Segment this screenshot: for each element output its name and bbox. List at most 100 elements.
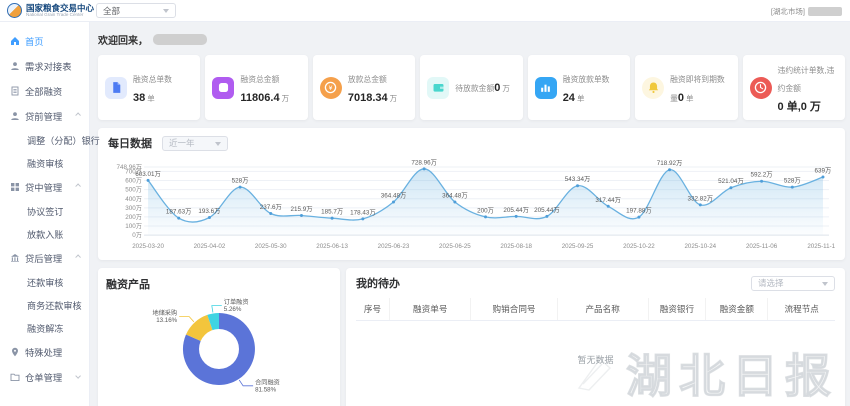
stat-card-6: 违约统计单数,违约金额 0 单,0 万 [742,55,845,121]
sidebar-subitem-label: 还款审核 [27,277,64,288]
stat-card-3: 待放款金额0 万 [420,55,523,121]
stat-value: 11806.4 万 [240,91,290,104]
stat-unit: 单 [147,93,155,103]
range-select-value: 近一年 [169,138,195,149]
sidebar-subitem-5-0[interactable]: 还款审核 [0,270,89,293]
welcome-row: 欢迎回来， [98,32,845,47]
todo-card-header: 我的待办 请选择 [356,275,835,291]
svg-text:748.96万: 748.96万 [117,163,143,171]
svg-text:187.63万: 187.63万 [166,208,192,216]
sidebar-item-label: 首页 [25,36,44,47]
stat-label: 放款总金额 [347,75,387,85]
sidebar-subitem-3-0[interactable]: 调整（分配）银行 [0,128,100,151]
stat-unit: 万 [281,93,290,103]
sidebar-item-6[interactable]: 特殊处理 [0,339,89,364]
sidebar-item-label: 特殊处理 [25,347,63,358]
svg-text:2025-10-22: 2025-10-22 [623,243,655,250]
svg-text:603.01万: 603.01万 [135,170,161,178]
money-icon: ¥ [212,76,235,99]
document-icon [10,86,20,96]
user-area: [湖北市场] [771,6,842,17]
user-name-redacted [808,7,842,16]
stat-label: 融资总金额 [240,75,280,85]
svg-text:332.82万: 332.82万 [688,195,714,203]
stat-label: 待放款金额 [455,84,495,94]
svg-text:2025-05-30: 2025-05-30 [255,243,287,250]
svg-text:2025-09-25: 2025-09-25 [562,243,594,250]
stat-value: 7018.34 万 [347,91,398,104]
stat-label: 融资放款单数 [562,75,610,85]
svg-text:600万: 600万 [125,177,142,185]
svg-text:592.2万: 592.2万 [751,171,773,179]
market-select-value: 全部 [103,5,121,16]
sidebar-item-label: 全部融资 [25,86,63,97]
sidebar-item-2[interactable]: 全部融资 [0,78,89,103]
svg-text:81.58%: 81.58% [255,386,276,393]
chevron-down-icon [163,9,169,16]
todo-column-2: 购销合同号 [470,298,558,322]
clock-icon [749,76,772,99]
range-select[interactable]: 近一年 [162,135,228,151]
user-icon [10,61,20,71]
svg-text:193.6万: 193.6万 [198,207,220,215]
svg-text:528万: 528万 [232,177,249,185]
stat-label: 融资总单数 [133,75,172,85]
sidebar-subitem-3-1[interactable]: 融资审核 [0,151,89,174]
svg-text:728.96万: 728.96万 [411,158,437,166]
svg-text:100万: 100万 [125,222,142,230]
svg-text:205.44万: 205.44万 [503,206,529,214]
svg-text:5.26%: 5.26% [224,306,242,313]
sidebar-item-7[interactable]: 仓单管理 [0,364,89,389]
sidebar-subitem-5-2[interactable]: 融资解冻 [0,316,89,339]
svg-text:205.44万: 205.44万 [534,206,560,214]
chevron-up-icon [74,183,81,190]
sidebar-item-label: 贷后管理 [25,253,63,264]
sidebar-item-3[interactable]: 贷前管理 [0,103,89,128]
sidebar-item-1[interactable]: 需求对接表 [0,53,89,78]
sidebar-subitem-label: 协议签订 [27,206,64,217]
sidebar-item-label: 需求对接表 [25,61,72,72]
sidebar-item-5[interactable]: 贷后管理 [0,245,89,270]
stat-label: 融资即将到期数量 [670,75,725,103]
todo-column-3: 产品名称 [557,298,649,322]
daily-card-title: 每日数据 [108,138,152,151]
sidebar-item-4[interactable]: 贷中管理 [0,174,89,199]
todo-filter-select[interactable]: 请选择 [751,275,835,291]
sidebar-item-0[interactable]: 首页 [0,28,89,53]
market-select[interactable]: 全部 [96,3,176,18]
svg-text:2025-04-02: 2025-04-02 [194,243,226,250]
svg-text:178.43万: 178.43万 [350,209,376,217]
chevron-down-icon [74,373,81,380]
region-label: [湖北市场] [770,7,805,16]
stat-unit: 万 [502,84,510,94]
svg-text:185.7万: 185.7万 [321,208,343,216]
svg-text:2025-11-18: 2025-11-18 [807,243,835,250]
sidebar-subitem-5-1[interactable]: 商务还款审核 [0,293,89,316]
main-content: 欢迎回来， 融资总单数 38 单 ¥ 融资总金额 11806.4 万 ¥ 放款总金额 7018.3… [90,22,850,406]
top-bar: 国家粮食交易中心 National Grain Trade Center 全部 … [0,0,850,22]
svg-text:订单融资: 订单融资 [224,298,249,306]
svg-text:364.48万: 364.48万 [442,192,468,200]
svg-text:2025-06-23: 2025-06-23 [378,243,410,250]
wallet-icon [427,76,450,99]
stat-value: 24 单 [562,91,585,104]
svg-text:500万: 500万 [125,186,142,194]
products-card-title: 融资产品 [106,279,150,292]
grid-icon [10,182,20,192]
chevron-up-icon [74,254,81,261]
stat-card-0: 融资总单数 38 单 [98,55,201,121]
svg-text:197.88万: 197.88万 [626,207,652,215]
svg-text:317.44万: 317.44万 [595,196,621,204]
svg-text:0万: 0万 [132,231,142,239]
document-icon [105,76,127,99]
pin-icon [10,347,20,357]
svg-text:700万: 700万 [125,168,142,176]
svg-text:237.6万: 237.6万 [260,203,282,211]
svg-text:300万: 300万 [125,204,142,212]
todo-table: 序号 融资单号 购销合同号 产品名称 融资银行 融资金额 流程节点 [356,298,835,322]
svg-text:2025-11-06: 2025-11-06 [746,243,778,250]
chevron-up-icon [74,112,81,119]
sidebar-subitem-4-0[interactable]: 协议签订 [0,199,89,222]
sidebar-subitem-4-1[interactable]: 放款入账 [0,222,89,245]
